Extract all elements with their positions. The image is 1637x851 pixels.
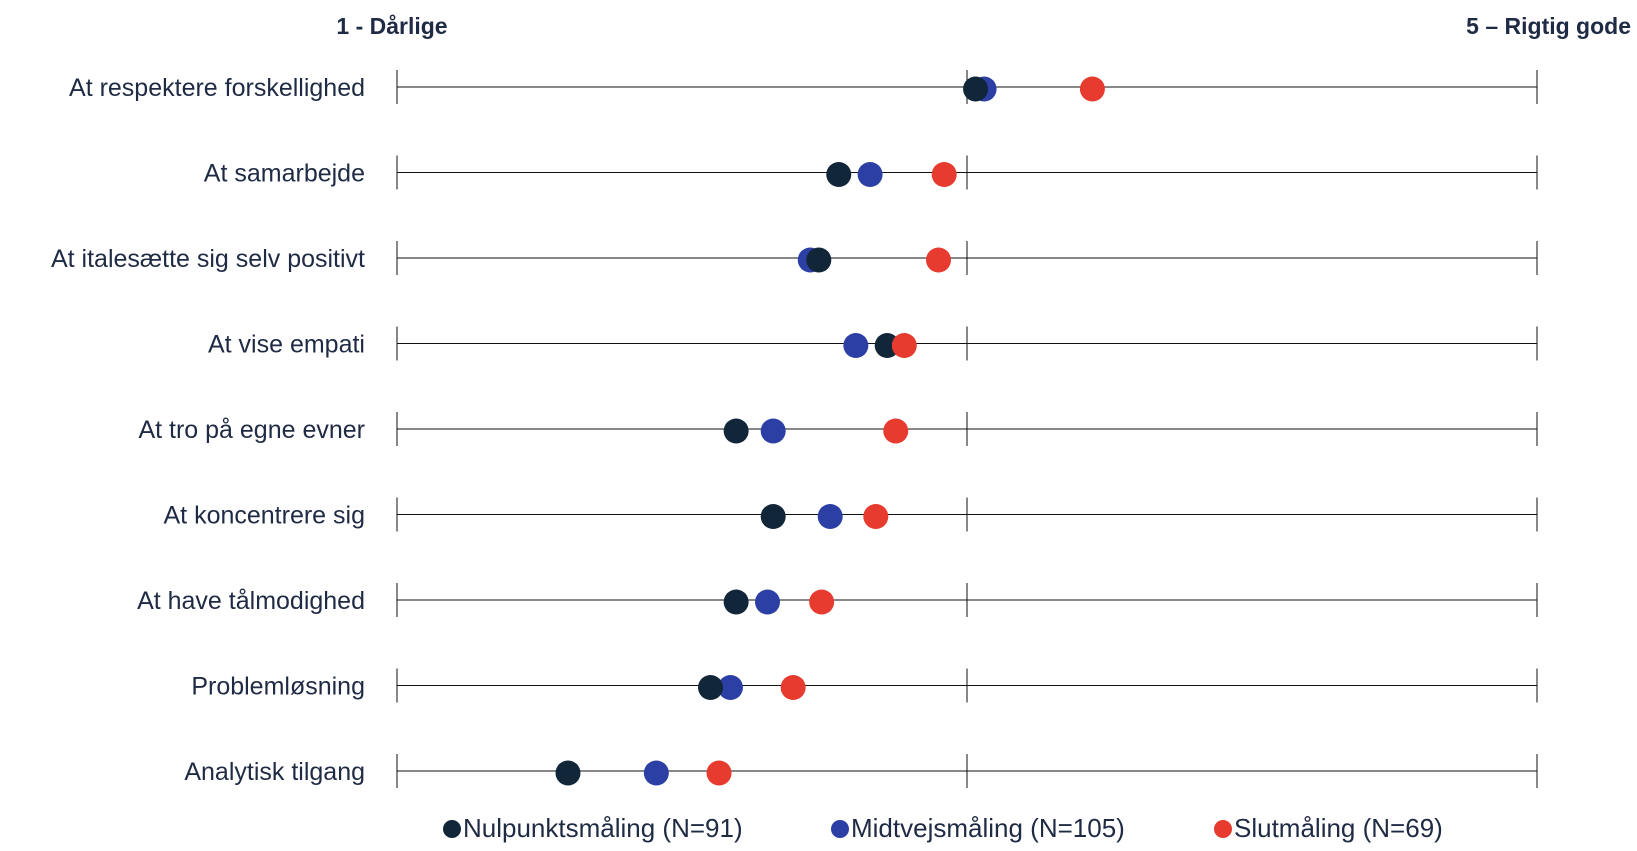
data-point xyxy=(891,333,917,358)
data-point xyxy=(857,162,883,187)
data-point xyxy=(723,589,749,615)
data-point xyxy=(874,333,900,358)
scale-right-label: 5 – Rigtig gode xyxy=(1466,13,1631,39)
legend-marker xyxy=(1214,820,1232,838)
data-point xyxy=(760,504,786,529)
legend-item: Slutmåling (N=69) xyxy=(1214,813,1443,843)
category-label: At have tålmodighed xyxy=(137,587,365,615)
data-point xyxy=(806,247,832,273)
category-label: At samarbejde xyxy=(204,160,365,188)
legend-label: Slutmåling (N=69) xyxy=(1234,813,1443,843)
category-label: Problemløsning xyxy=(191,673,365,701)
legend-marker xyxy=(831,820,849,838)
data-point xyxy=(723,418,749,444)
chart-rows: At respektere forskellighed At samarbejde… xyxy=(51,70,1538,788)
scale-left-label: 1 - Dårlige xyxy=(336,13,447,39)
data-point xyxy=(843,333,869,358)
category-label: At italesætte sig selv positivt xyxy=(51,245,365,273)
legend: Nulpunktsmåling (N=91) Midtvejsmåling (N=… xyxy=(443,813,1443,843)
chart-row: Analytisk tilgang xyxy=(184,754,1538,788)
category-label: At koncentrere sig xyxy=(164,502,366,530)
chart-row: Problemløsning xyxy=(191,668,1538,703)
data-point xyxy=(817,504,843,529)
data-point xyxy=(760,418,786,444)
data-point xyxy=(963,76,989,102)
category-label: Analytisk tilgang xyxy=(184,758,365,786)
data-point xyxy=(755,589,780,615)
data-point xyxy=(1079,76,1105,102)
data-point xyxy=(809,589,835,615)
chart-row: At vise empati xyxy=(208,326,1538,361)
data-point xyxy=(883,418,909,444)
data-point xyxy=(698,675,723,700)
legend-marker xyxy=(443,820,461,838)
data-point xyxy=(643,760,669,786)
legend-item: Midtvejsmåling (N=105) xyxy=(831,813,1125,843)
chart-row: At italesætte sig selv positivt xyxy=(51,241,1538,275)
data-point xyxy=(926,247,951,273)
legend-label: Nulpunktsmåling (N=91) xyxy=(463,813,743,843)
data-point xyxy=(863,504,889,529)
legend-label: Midtvejsmåling (N=105) xyxy=(851,813,1125,843)
data-point xyxy=(706,760,732,786)
chart-row: At tro på egne evner xyxy=(138,412,1538,446)
chart-row: At samarbejde xyxy=(204,155,1538,190)
category-label: At tro på egne evner xyxy=(138,416,365,444)
chart-row: At koncentrere sig xyxy=(164,497,1538,532)
data-point xyxy=(931,162,957,187)
data-point xyxy=(780,675,806,700)
data-point xyxy=(555,760,581,786)
chart-row: At respektere forskellighed xyxy=(69,70,1538,104)
category-label: At vise empati xyxy=(208,331,365,359)
legend-item: Nulpunktsmåling (N=91) xyxy=(443,813,743,843)
category-label: At respektere forskellighed xyxy=(69,74,365,102)
chart-row: At have tålmodighed xyxy=(137,583,1538,617)
data-point xyxy=(717,675,743,700)
data-point xyxy=(826,162,852,187)
